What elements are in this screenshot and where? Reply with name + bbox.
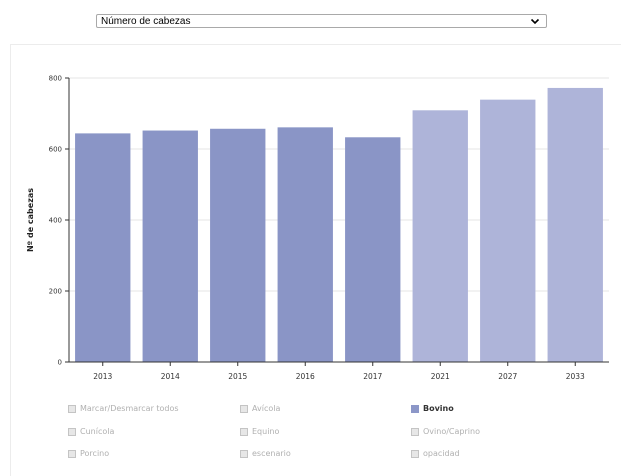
bar-2013 (75, 133, 131, 362)
y-tick-label: 0 (58, 359, 62, 367)
y-axis-title: Nº de cabezas (26, 188, 35, 252)
x-tick-label: 2016 (296, 372, 315, 381)
checkbox-icon (411, 405, 419, 413)
y-tick-label: 400 (49, 217, 62, 225)
metric-select-value: Número de cabezas (101, 16, 191, 27)
legend-label: opacidad (423, 449, 460, 458)
checkbox-icon (411, 428, 419, 436)
legend-label: Porcino (80, 449, 110, 458)
legend-label: escenario (252, 449, 291, 458)
bar-2017 (345, 137, 401, 362)
legend-label: Equino (252, 427, 280, 436)
checkbox-icon (240, 405, 248, 413)
bar-chart: 0 200 400 600 800 Nº de cabezas 2013 2014 2015 20… (26, 75, 609, 381)
checkbox-icon (68, 405, 76, 413)
legend-label: Ovino/Caprino (423, 427, 480, 436)
checkbox-icon (68, 428, 76, 436)
top-bar: Número de cabezas (0, 0, 623, 44)
x-tick-label: 2014 (161, 372, 180, 381)
y-tick-label: 200 (49, 288, 62, 296)
bar-2033 (547, 87, 603, 362)
checkbox-icon (411, 450, 419, 458)
checkbox-icon (240, 428, 248, 436)
legend-label: Bovino (423, 404, 454, 413)
x-tick-label: 2027 (498, 372, 517, 381)
legend-label: Cunícola (80, 427, 115, 436)
checkbox-icon (68, 450, 76, 458)
metric-select[interactable]: Número de cabezas (96, 14, 547, 28)
chart-panel: 0 200 400 600 800 Nº de cabezas 2013 2014 2015 20… (10, 44, 621, 476)
legend-label: Avícola (252, 404, 281, 413)
x-tick-label: 2021 (431, 372, 450, 381)
checkbox-icon (240, 450, 248, 458)
x-tick-label: 2017 (363, 372, 382, 381)
bar-2015 (210, 128, 266, 362)
bar-2021 (412, 110, 468, 363)
chevron-down-icon (530, 18, 540, 25)
legend-label: Marcar/Desmarcar todos (80, 404, 179, 413)
bar-2014 (142, 130, 198, 362)
bar-2016 (277, 127, 333, 362)
bar-2027 (480, 99, 536, 362)
y-tick-label: 800 (49, 75, 62, 83)
x-tick-label: 2033 (566, 372, 585, 381)
x-tick-label: 2015 (228, 372, 247, 381)
x-tick-label: 2013 (93, 372, 112, 381)
y-tick-label: 600 (49, 146, 62, 154)
